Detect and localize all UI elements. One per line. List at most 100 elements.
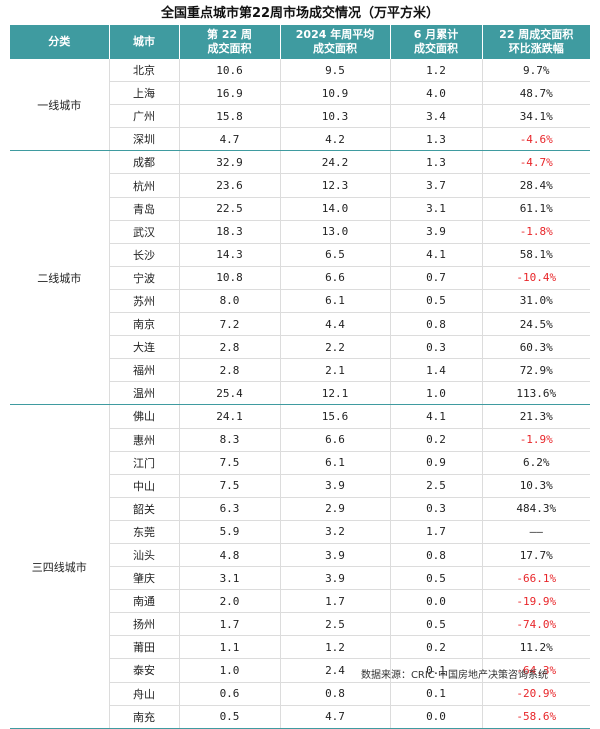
city-cell: 南通: [109, 589, 180, 614]
june-cell: 0.5: [390, 289, 483, 314]
week22-cell: 3.1: [179, 566, 281, 591]
change-cell: -1.8%: [482, 220, 590, 244]
june-cell: 0.0: [390, 705, 483, 729]
week22-cell: 1.1: [179, 635, 281, 660]
table-row: 肇庆 3.1 3.9 0.5 -66.1%: [10, 566, 590, 591]
header-avg2024: 2024 年周平均 成交面积: [280, 25, 391, 59]
june-cell: 3.4: [390, 104, 483, 129]
header-week22-line1: 第 22 周: [207, 28, 252, 41]
header-avg2024-line2: 成交面积: [313, 42, 357, 55]
table-row: 长沙 14.3 6.5 4.1 58.1%: [10, 243, 590, 267]
city-cell: 武汉: [109, 220, 180, 244]
table-row: 莆田 1.1 1.2 0.2 11.2%: [10, 635, 590, 660]
change-cell: -64.3%: [482, 658, 590, 683]
avg2024-cell: 2.2: [280, 335, 391, 360]
change-cell: -66.1%: [482, 566, 590, 591]
week22-cell: 6.3: [179, 497, 281, 521]
city-cell: 肇庆: [109, 566, 180, 591]
week22-cell: 2.0: [179, 589, 281, 614]
city-cell: 南充: [109, 705, 180, 729]
city-cell: 福州: [109, 358, 180, 383]
avg2024-cell: 6.6: [280, 266, 391, 290]
week22-cell: 32.9: [179, 150, 281, 175]
week22-cell: 4.8: [179, 543, 281, 568]
city-cell: 上海: [109, 81, 180, 106]
city-cell: 泰安: [109, 658, 180, 683]
june-cell: 0.3: [390, 497, 483, 521]
city-cell: 韶关: [109, 497, 180, 521]
header-category: 分类: [10, 25, 110, 59]
june-cell: 4.1: [390, 243, 483, 267]
week22-cell: 2.8: [179, 358, 281, 383]
june-cell: 0.7: [390, 266, 483, 290]
avg2024-cell: 6.5: [280, 243, 391, 267]
table-row: 深圳 4.7 4.2 1.3 -4.6%: [10, 127, 590, 152]
city-cell: 扬州: [109, 612, 180, 637]
change-cell: 10.3%: [482, 474, 590, 498]
city-cell: 杭州: [109, 173, 180, 198]
header-june-line1: 6 月累计: [413, 28, 459, 41]
avg2024-cell: 1.7: [280, 589, 391, 614]
june-cell: 4.0: [390, 81, 483, 106]
table-row: 韶关 6.3 2.9 0.3 484.3%: [10, 497, 590, 521]
week22-cell: 0.6: [179, 682, 281, 706]
change-cell: 484.3%: [482, 497, 590, 521]
june-cell: 0.8: [390, 543, 483, 568]
change-cell: -19.9%: [482, 589, 590, 614]
category-cell: 二线城市: [10, 150, 110, 406]
header-change: 22 周成交面积 环比涨跌幅: [482, 25, 590, 59]
week22-cell: 23.6: [179, 173, 281, 198]
week22-cell: 16.9: [179, 81, 281, 106]
week22-cell: 7.5: [179, 474, 281, 498]
avg2024-cell: 24.2: [280, 150, 391, 175]
change-cell: 48.7%: [482, 81, 590, 106]
june-cell: 0.3: [390, 335, 483, 360]
city-cell: 江门: [109, 451, 180, 475]
avg2024-cell: 6.6: [280, 428, 391, 452]
city-cell: 汕头: [109, 543, 180, 568]
header-week22-line2: 成交面积: [207, 42, 252, 55]
week22-cell: 2.8: [179, 335, 281, 360]
city-cell: 大连: [109, 335, 180, 360]
city-cell: 苏州: [109, 289, 180, 314]
avg2024-cell: 4.7: [280, 705, 391, 729]
june-cell: 1.4: [390, 358, 483, 383]
avg2024-cell: 1.2: [280, 635, 391, 660]
june-cell: 0.2: [390, 428, 483, 452]
change-cell: 9.7%: [482, 59, 590, 83]
june-cell: 4.1: [390, 404, 483, 429]
june-cell: 0.1: [390, 682, 483, 706]
table-row: 大连 2.8 2.2 0.3 60.3%: [10, 335, 590, 360]
change-cell: 28.4%: [482, 173, 590, 198]
june-cell: 1.7: [390, 520, 483, 544]
city-cell: 惠州: [109, 428, 180, 452]
june-cell: 2.5: [390, 474, 483, 498]
table-body: 一线城市 北京 10.6 9.5 1.2 9.7% 上海 16.9 10.9 4.0 48.7% 广州…: [10, 59, 590, 729]
june-cell: 0.8: [390, 312, 483, 337]
avg2024-cell: 12.1: [280, 381, 391, 406]
change-cell: -4.6%: [482, 127, 590, 152]
change-cell: ——: [482, 520, 590, 544]
city-cell: 温州: [109, 381, 180, 406]
page: 全国重点城市第22周市场成交情况（万平方米） 分类 城市 第 22 周 成交面积…: [10, 6, 590, 729]
week22-cell: 7.2: [179, 312, 281, 337]
avg2024-cell: 6.1: [280, 451, 391, 475]
city-cell: 宁波: [109, 266, 180, 290]
avg2024-cell: 2.4: [280, 658, 391, 683]
june-cell: 1.2: [390, 59, 483, 83]
june-cell: 1.3: [390, 150, 483, 175]
table-row: 扬州 1.7 2.5 0.5 -74.0%: [10, 612, 590, 637]
table-row: 南通 2.0 1.7 0.0 -19.9%: [10, 589, 590, 614]
change-cell: -20.9%: [482, 682, 590, 706]
week22-cell: 1.0: [179, 658, 281, 683]
header-avg2024-line1: 2024 年周平均: [295, 28, 375, 41]
header-row: 分类 城市 第 22 周 成交面积 2024 年周平均 成交面积 6 月累计 成…: [10, 25, 590, 59]
avg2024-cell: 13.0: [280, 220, 391, 244]
table-row: 广州 15.8 10.3 3.4 34.1%: [10, 104, 590, 129]
week22-cell: 24.1: [179, 404, 281, 429]
table-row: 苏州 8.0 6.1 0.5 31.0%: [10, 289, 590, 314]
transaction-table: 分类 城市 第 22 周 成交面积 2024 年周平均 成交面积 6 月累计 成…: [10, 25, 590, 729]
table-row: 温州 25.4 12.1 1.0 113.6%: [10, 381, 590, 406]
avg2024-cell: 12.3: [280, 173, 391, 198]
june-cell: 0.2: [390, 635, 483, 660]
